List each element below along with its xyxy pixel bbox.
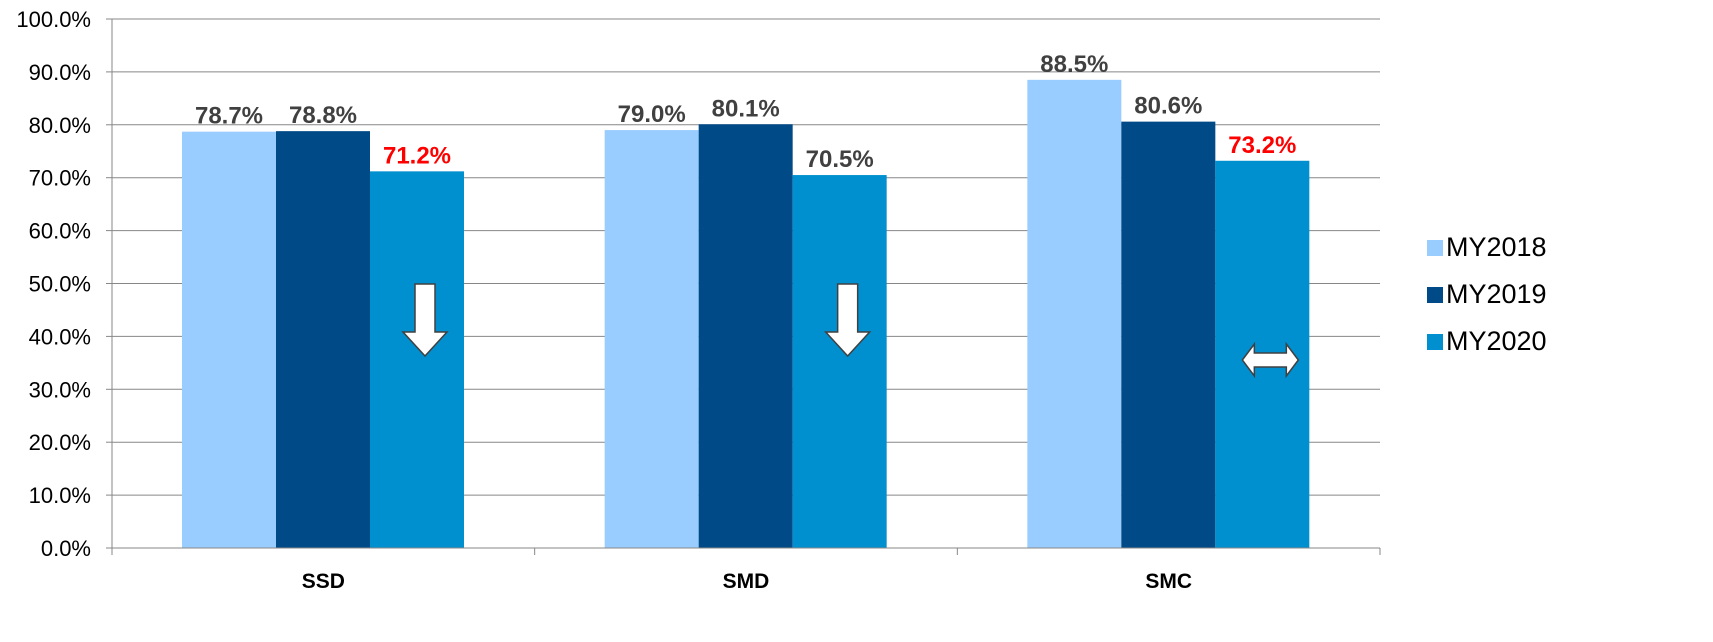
left-right-arrow-icon (1241, 341, 1300, 379)
y-tick-label: 70.0% (29, 166, 91, 191)
category-label: SMD (723, 570, 770, 593)
legend-swatch (1427, 240, 1443, 256)
y-tick-label: 60.0% (29, 219, 91, 244)
data-label: 78.7% (195, 103, 263, 130)
data-label: 80.1% (712, 95, 780, 122)
legend-label: MY2018 (1446, 232, 1547, 262)
y-tick-label: 90.0% (29, 60, 91, 85)
legend-swatch (1427, 287, 1443, 303)
legend-swatch (1427, 334, 1443, 350)
bar-my2019-smd (698, 124, 793, 549)
data-label: 73.2% (1228, 132, 1296, 159)
bar-my2020-smd (792, 175, 887, 548)
category-label: SSD (302, 570, 345, 593)
y-axis-ticks: 0.0% 10.0% 20.0% 30.0% 40.0% 50.0% 60.0% 70.0% 8… (16, 7, 112, 561)
down-arrow-icon (823, 283, 872, 358)
axes (111, 19, 1381, 555)
y-tick-label: 50.0% (29, 272, 91, 297)
y-tick-label: 40.0% (29, 324, 91, 349)
category-labels: SSD SMD SMC (302, 570, 1192, 593)
y-tick-label: 10.0% (29, 483, 91, 508)
bar-my2020-ssd (370, 171, 464, 549)
data-label: 80.6% (1134, 93, 1202, 120)
down-arrow-icon (401, 283, 449, 358)
data-label: 70.5% (806, 146, 874, 173)
y-tick-label: 80.0% (29, 113, 91, 138)
data-label: 79.0% (618, 101, 686, 128)
bars (182, 79, 1310, 549)
bar-my2019-ssd (276, 131, 370, 548)
data-label: 71.2% (383, 142, 451, 169)
y-tick-label: 20.0% (29, 430, 91, 455)
bar-my2018-smd (604, 130, 699, 548)
bar-my2018-ssd (182, 131, 276, 548)
bar-my2019-smc (1121, 121, 1216, 548)
data-label: 88.5% (1040, 51, 1108, 78)
legend-label: MY2020 (1446, 326, 1547, 356)
y-tick-label: 0.0% (41, 536, 91, 561)
legend: MY2018 MY2019 MY2020 (1427, 232, 1547, 356)
y-tick-label: 100.0% (16, 7, 91, 32)
data-labels: 78.7% 78.8% 71.2% 79.0% 80.1% 70.5% 88.5% 80.6%… (195, 51, 1296, 173)
y-tick-label: 30.0% (29, 377, 91, 402)
legend-label: MY2019 (1446, 279, 1547, 309)
trend-icons (401, 283, 1300, 379)
category-label: SMC (1145, 570, 1192, 593)
bar-my2018-smc (1027, 79, 1122, 549)
data-label: 78.8% (289, 102, 357, 129)
